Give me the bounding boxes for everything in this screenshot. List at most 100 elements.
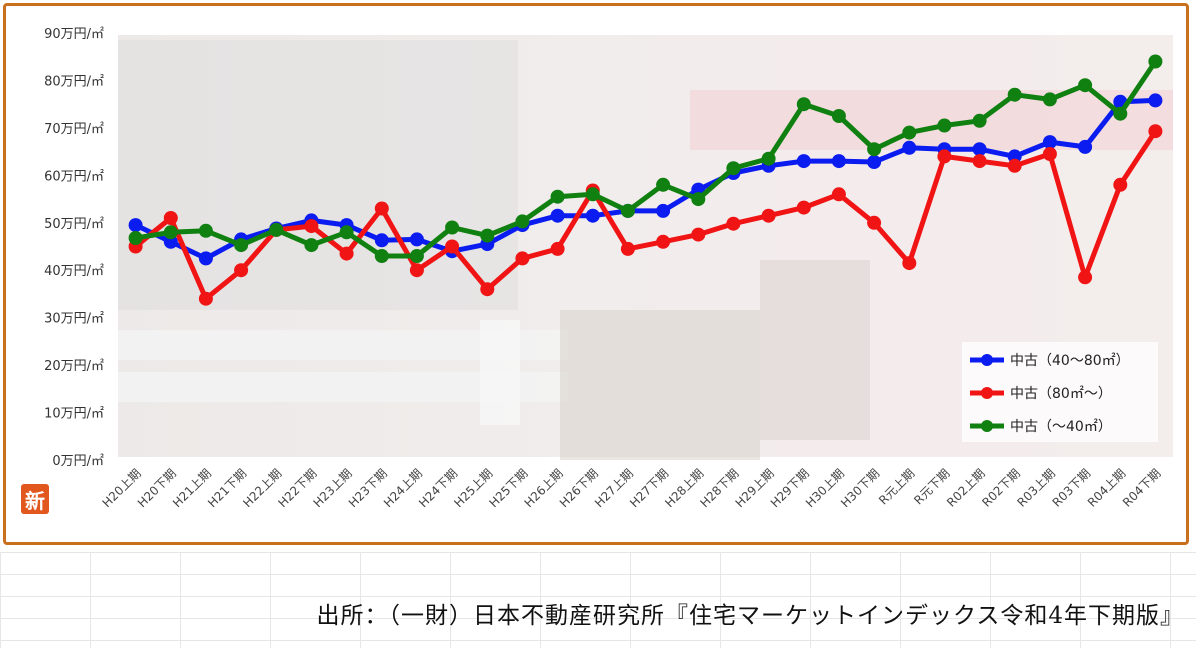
data-point — [550, 208, 565, 223]
data-point — [1148, 124, 1163, 139]
data-point — [163, 225, 178, 240]
data-point — [1042, 92, 1057, 107]
x-tick-label: R02下期 — [979, 466, 1023, 510]
y-tick-label: 50万円/㎡ — [44, 217, 104, 232]
data-point — [761, 208, 776, 223]
legend-label: 中古（80㎡～） — [1010, 386, 1112, 402]
data-point — [867, 142, 882, 157]
x-tick-label: R03上期 — [1014, 466, 1058, 510]
data-point — [374, 201, 389, 216]
legend-label: 中古（～40㎡） — [1010, 419, 1112, 435]
data-point — [304, 238, 319, 253]
series-group — [128, 124, 1163, 306]
data-point — [550, 241, 565, 256]
data-point — [937, 149, 952, 164]
data-point — [620, 203, 635, 218]
data-point — [1078, 139, 1093, 154]
y-tick-label: 0万円/㎡ — [52, 454, 104, 469]
data-point — [128, 231, 143, 245]
data-point — [374, 249, 389, 263]
x-tick-label: R元上期 — [876, 466, 917, 507]
data-point — [656, 177, 671, 192]
data-point — [726, 216, 741, 231]
data-point — [831, 187, 846, 202]
data-point — [867, 155, 882, 169]
data-point — [902, 125, 917, 140]
data-point — [1007, 87, 1022, 102]
spreadsheet-grid — [0, 552, 1196, 648]
data-point — [902, 256, 917, 271]
data-point — [198, 291, 213, 306]
data-point — [691, 192, 706, 207]
data-point — [198, 223, 213, 238]
data-point — [515, 214, 530, 229]
data-point — [339, 225, 354, 240]
data-point — [585, 208, 600, 223]
data-point — [972, 142, 987, 157]
data-point — [409, 263, 424, 278]
data-point — [198, 251, 213, 266]
data-point — [409, 249, 424, 263]
data-point — [304, 219, 319, 234]
data-point — [163, 211, 178, 225]
data-point — [480, 228, 495, 243]
y-tick-label: 60万円/㎡ — [44, 169, 104, 184]
data-point — [234, 263, 249, 278]
data-point — [656, 234, 671, 249]
legend-swatch-marker — [981, 420, 993, 432]
line-chart: 0万円/㎡ 10万円/㎡ 20万円/㎡ 30万円/㎡ 40万円/㎡ 50万円/㎡ 60万円/… — [44, 27, 1173, 510]
data-point — [445, 239, 460, 254]
data-point — [972, 113, 987, 128]
data-point — [972, 154, 987, 169]
data-point — [831, 154, 846, 169]
data-point — [796, 154, 811, 169]
y-tick-label: 30万円/㎡ — [44, 312, 104, 327]
data-point — [726, 161, 741, 176]
legend-label: 中古（40～80㎡） — [1010, 353, 1130, 369]
data-point — [1007, 158, 1022, 173]
y-tick-label: 40万円/㎡ — [44, 264, 104, 279]
data-point — [761, 151, 776, 166]
data-point — [796, 97, 811, 112]
y-tick-label: 20万円/㎡ — [44, 359, 104, 374]
data-point — [867, 215, 882, 230]
data-point — [1042, 135, 1057, 150]
data-point — [480, 282, 495, 297]
data-point — [796, 200, 811, 215]
data-point — [656, 203, 671, 218]
data-point — [409, 232, 424, 247]
legend-swatch-marker — [981, 354, 993, 366]
data-point — [831, 109, 846, 123]
data-point — [234, 238, 249, 253]
x-axis: H20上期H20下期H21上期H21下期H22上期H22下期H23上期H23下期… — [100, 466, 1164, 510]
data-point — [1148, 54, 1163, 69]
data-point — [1078, 270, 1093, 285]
data-point — [1113, 177, 1128, 192]
data-point — [937, 118, 952, 133]
legend-swatch-marker — [981, 387, 993, 399]
data-point — [1042, 147, 1057, 161]
new-badge: 新 — [21, 484, 49, 514]
data-point — [339, 246, 354, 261]
data-point — [585, 187, 600, 202]
data-point — [515, 251, 530, 266]
data-point — [550, 189, 565, 204]
series-layer — [128, 54, 1163, 306]
y-tick-label: 80万円/㎡ — [44, 74, 104, 89]
x-tick-label: R04下期 — [1120, 466, 1164, 510]
x-tick-label: R03下期 — [1050, 466, 1094, 510]
y-tick-label: 70万円/㎡ — [44, 122, 104, 137]
x-tick-label: R04上期 — [1085, 466, 1129, 510]
data-point — [902, 140, 917, 155]
y-axis: 0万円/㎡ 10万円/㎡ 20万円/㎡ 30万円/㎡ 40万円/㎡ 50万円/㎡ 60万円/… — [44, 27, 104, 469]
data-point — [269, 222, 284, 237]
data-point — [1113, 106, 1128, 121]
y-tick-label: 90万円/㎡ — [44, 27, 104, 42]
data-point — [620, 241, 635, 256]
x-tick-label: R02上期 — [944, 466, 988, 510]
data-point — [1078, 78, 1093, 93]
legend: 中古（40～80㎡） 中古（80㎡～） 中古（～40㎡） — [962, 342, 1158, 442]
data-point — [128, 218, 143, 233]
y-tick-label: 10万円/㎡ — [44, 407, 104, 422]
source-caption: 出所：（一財）日本不動産研究所『住宅マーケットインデックス令和4年下期版』 — [316, 603, 1184, 629]
